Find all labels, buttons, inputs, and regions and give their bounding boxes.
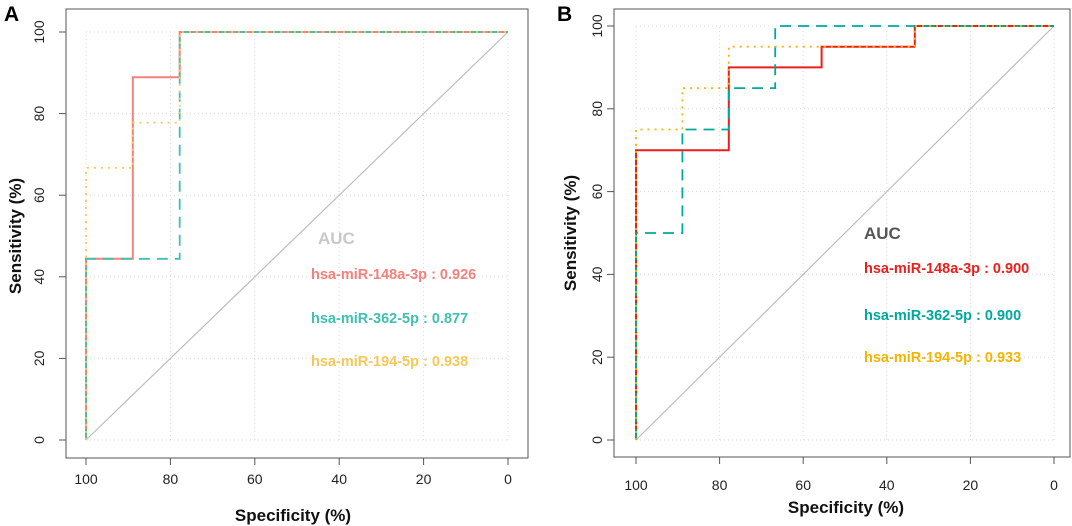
panel-a: A 100 80 60 40 20 0 0 20 40 60 80 100 AUC hsa-miR-1… — [4, 3, 529, 525]
panel-a-y-tick-label: 0 — [31, 436, 47, 444]
panel-b-x-tick-label: 100 — [624, 477, 648, 493]
panel-b-axes: 100 80 60 40 20 0 0 20 40 60 80 100 — [589, 14, 1058, 493]
panel-a-y-tick-label: 20 — [31, 350, 47, 366]
panel-a-y-tick-label: 80 — [31, 106, 47, 122]
panel-b-letter: B — [557, 3, 572, 26]
panel-a-reference-diagonal — [85, 31, 509, 441]
panel-b-roc-hsa-mir-148a-3p — [635, 25, 1054, 440]
panel-b-auc-entry-mir148a: hsa-miR-148a-3p : 0.900 — [864, 261, 1029, 277]
panel-b-x-tick-label: 20 — [963, 477, 979, 493]
panel-a-series — [85, 31, 509, 441]
panel-b-plot-frame — [613, 8, 1071, 458]
panel-a-x-axis-title: Specificity (%) — [235, 506, 351, 525]
panel-a-x-tick-label: 80 — [163, 471, 179, 487]
panel-b-reference-diagonal — [635, 25, 1055, 441]
panel-a-y-tick-label: 100 — [31, 20, 47, 44]
panel-b-y-tick-label: 80 — [589, 101, 605, 117]
panel-a-x-tick-label: 40 — [331, 471, 347, 487]
panel-a-grid — [85, 31, 509, 441]
panel-a-auc-entry-mir194: hsa-miR-194-5p : 0.938 — [311, 354, 468, 370]
panel-a-plot-frame — [65, 8, 529, 459]
panel-b-x-tick-label: 80 — [712, 477, 728, 493]
panel-b-x-axis-title: Specificity (%) — [788, 498, 904, 517]
panel-b-y-tick-label: 20 — [589, 349, 605, 365]
panel-b-y-tick-label: 40 — [589, 266, 605, 282]
panel-a-auc-title: AUC — [318, 229, 355, 248]
panel-b: B 100 80 60 40 20 0 0 20 40 60 80 100 AUC hsa-miR-1… — [557, 3, 1071, 517]
panel-a-y-tick-label: 40 — [31, 269, 47, 285]
panel-a-auc-entry-mir362: hsa-miR-362-5p : 0.877 — [311, 311, 468, 327]
panel-b-x-tick-label: 40 — [879, 477, 895, 493]
panel-a-letter: A — [4, 3, 19, 26]
panel-a-roc-hsa-mir-194-5p — [85, 31, 508, 440]
panel-b-x-tick-label: 0 — [1050, 477, 1058, 493]
panel-a-roc-hsa-mir-362-5p — [85, 31, 508, 440]
panel-b-auc-entry-mir362: hsa-miR-362-5p : 0.900 — [864, 308, 1021, 324]
panel-b-y-axis-title: Sensitivity (%) — [561, 175, 580, 291]
panel-b-legend: AUC hsa-miR-148a-3p : 0.900 hsa-miR-362-… — [864, 224, 1029, 366]
panel-b-y-tick-label: 0 — [589, 436, 605, 444]
panel-a-legend: AUC hsa-miR-148a-3p : 0.926 hsa-miR-362-… — [311, 229, 476, 370]
panel-b-auc-entry-mir194: hsa-miR-194-5p : 0.933 — [864, 350, 1021, 366]
panel-a-y-axis-title: Sensitivity (%) — [6, 178, 25, 294]
panel-a-y-tick-label: 60 — [31, 187, 47, 203]
panel-b-y-tick-label: 60 — [589, 184, 605, 200]
panel-b-auc-title: AUC — [864, 224, 901, 243]
panel-b-y-tick-label: 100 — [589, 14, 605, 38]
panel-b-series — [635, 25, 1055, 441]
panel-a-x-tick-label: 0 — [504, 471, 512, 487]
panel-a-x-tick-label: 60 — [247, 471, 263, 487]
panel-a-x-tick-label: 20 — [416, 471, 432, 487]
panel-a-auc-entry-mir148a: hsa-miR-148a-3p : 0.926 — [311, 267, 476, 283]
panel-a-axes: 100 80 60 40 20 0 0 20 40 60 80 100 — [31, 20, 512, 487]
panel-a-x-tick-label: 100 — [74, 471, 98, 487]
panel-b-x-tick-label: 60 — [795, 477, 811, 493]
